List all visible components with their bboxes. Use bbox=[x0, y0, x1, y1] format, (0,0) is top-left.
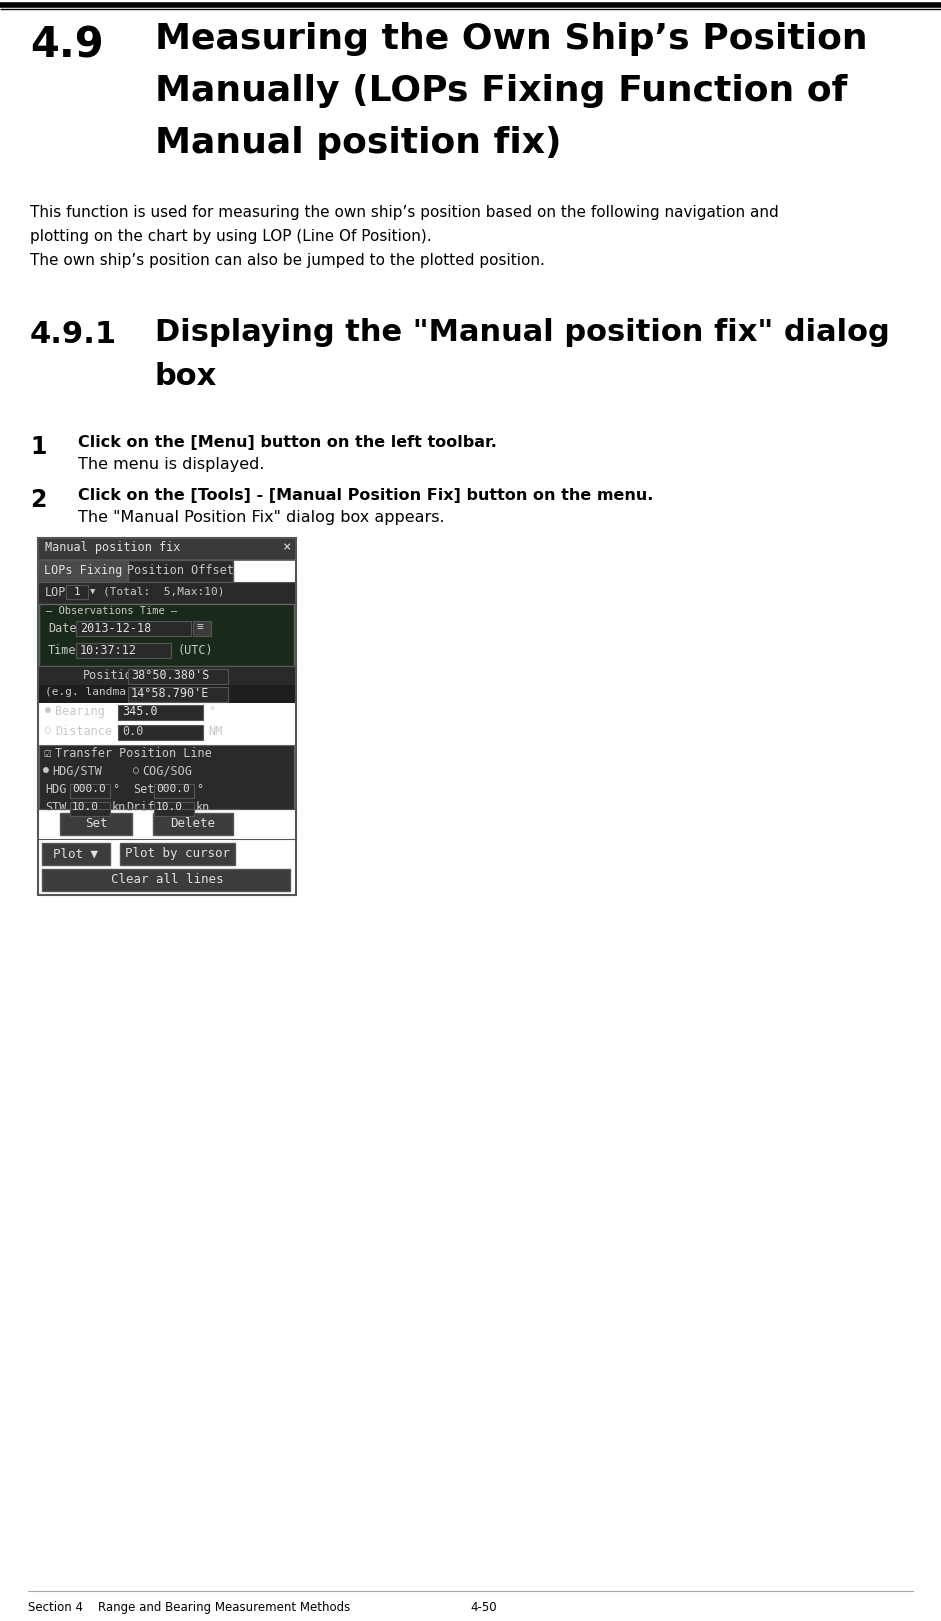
Text: STW: STW bbox=[45, 801, 67, 814]
Text: This function is used for measuring the own ship’s position based on the followi: This function is used for measuring the … bbox=[30, 204, 779, 220]
Text: The own ship’s position can also be jumped to the plotted position.: The own ship’s position can also be jump… bbox=[30, 253, 545, 267]
Text: 10.0: 10.0 bbox=[72, 802, 99, 812]
Bar bbox=[76, 644, 171, 658]
Bar bbox=[153, 814, 233, 835]
Text: (e.g. landmark): (e.g. landmark) bbox=[45, 687, 146, 697]
Text: The "Manual Position Fix" dialog box appears.: The "Manual Position Fix" dialog box app… bbox=[78, 511, 445, 525]
Text: plotting on the chart by using LOP (Line Of Position).: plotting on the chart by using LOP (Line… bbox=[30, 229, 432, 245]
Text: Distance: Distance bbox=[55, 725, 112, 738]
Text: — Observations Time —: — Observations Time — bbox=[46, 606, 177, 616]
Bar bbox=[38, 559, 128, 582]
Bar bbox=[70, 785, 110, 798]
Bar bbox=[193, 621, 211, 635]
Text: Set: Set bbox=[133, 783, 154, 796]
Text: Plot ▼: Plot ▼ bbox=[54, 848, 99, 861]
Text: Drift: Drift bbox=[126, 801, 162, 814]
Bar bbox=[38, 538, 296, 895]
Text: Click on the [Tools] - [Manual Position Fix] button on the menu.: Click on the [Tools] - [Manual Position … bbox=[78, 488, 653, 503]
Bar bbox=[120, 843, 235, 866]
Text: Manual position fix: Manual position fix bbox=[45, 541, 181, 554]
Text: Set: Set bbox=[85, 817, 107, 830]
Text: LOPs Fixing: LOPs Fixing bbox=[44, 564, 122, 577]
Text: 1: 1 bbox=[73, 587, 80, 597]
Bar bbox=[38, 538, 296, 559]
Text: ○: ○ bbox=[45, 725, 51, 734]
Text: Delete: Delete bbox=[170, 817, 215, 830]
Text: 4.9: 4.9 bbox=[30, 24, 104, 66]
Text: °: ° bbox=[208, 705, 215, 718]
Text: kn: kn bbox=[196, 801, 210, 814]
Text: ☑: ☑ bbox=[43, 747, 51, 760]
Text: 14°58.790'E: 14°58.790'E bbox=[131, 687, 210, 700]
Text: 1: 1 bbox=[30, 434, 46, 459]
Text: Transfer Position Line: Transfer Position Line bbox=[55, 747, 212, 760]
Text: 2013-12-18: 2013-12-18 bbox=[80, 622, 152, 635]
Bar bbox=[154, 785, 194, 798]
Text: 10:37:12: 10:37:12 bbox=[80, 644, 137, 657]
Bar bbox=[118, 705, 203, 720]
Text: Displaying the "Manual position fix" dialog: Displaying the "Manual position fix" dia… bbox=[155, 318, 890, 347]
Bar bbox=[128, 559, 233, 582]
Text: Bearing: Bearing bbox=[55, 705, 104, 718]
Bar bbox=[38, 686, 296, 704]
Bar bbox=[128, 687, 228, 702]
Bar bbox=[39, 605, 294, 666]
Text: 4.9.1: 4.9.1 bbox=[30, 319, 117, 349]
Bar bbox=[38, 666, 296, 686]
Text: Clear all lines: Clear all lines bbox=[111, 874, 223, 887]
Text: (UTC): (UTC) bbox=[178, 644, 214, 657]
Text: LOP: LOP bbox=[45, 587, 67, 600]
Bar bbox=[118, 725, 203, 741]
Text: Position: Position bbox=[83, 669, 140, 682]
Text: 000.0: 000.0 bbox=[156, 785, 190, 794]
Text: ×: × bbox=[283, 540, 292, 554]
Text: ●: ● bbox=[43, 765, 49, 775]
Text: Manual position fix): Manual position fix) bbox=[155, 126, 562, 160]
Text: °: ° bbox=[196, 783, 203, 796]
Text: Time: Time bbox=[48, 644, 76, 657]
Bar bbox=[66, 585, 88, 600]
Text: Section 4    Range and Bearing Measurement Methods: Section 4 Range and Bearing Measurement … bbox=[28, 1602, 350, 1615]
Text: 10.0: 10.0 bbox=[156, 802, 183, 812]
Text: Plot by cursor: Plot by cursor bbox=[125, 848, 231, 861]
Bar bbox=[76, 621, 191, 635]
Text: box: box bbox=[155, 361, 217, 391]
Bar bbox=[60, 814, 132, 835]
Text: (Total:  5,Max:10): (Total: 5,Max:10) bbox=[103, 587, 225, 597]
Bar bbox=[39, 746, 294, 809]
Text: 38°50.380'S: 38°50.380'S bbox=[131, 669, 210, 682]
Bar bbox=[42, 869, 290, 892]
Text: ○: ○ bbox=[133, 765, 139, 775]
Text: HDG: HDG bbox=[45, 783, 67, 796]
Text: 4-50: 4-50 bbox=[470, 1602, 497, 1615]
Text: ≡: ≡ bbox=[197, 622, 204, 632]
Text: 0.0: 0.0 bbox=[122, 725, 143, 738]
Text: Click on the [Menu] button on the left toolbar.: Click on the [Menu] button on the left t… bbox=[78, 434, 497, 451]
Text: Manually (LOPs Fixing Function of: Manually (LOPs Fixing Function of bbox=[155, 75, 848, 109]
Text: Date: Date bbox=[48, 622, 76, 635]
Text: ●: ● bbox=[45, 705, 51, 715]
Text: Measuring the Own Ship’s Position: Measuring the Own Ship’s Position bbox=[155, 23, 868, 57]
Text: kn: kn bbox=[112, 801, 126, 814]
Bar bbox=[154, 802, 194, 815]
Text: 000.0: 000.0 bbox=[72, 785, 105, 794]
Text: °: ° bbox=[112, 783, 120, 796]
Bar bbox=[128, 669, 228, 684]
Bar bbox=[38, 582, 296, 605]
Bar bbox=[42, 843, 110, 866]
Text: HDG/STW: HDG/STW bbox=[52, 765, 102, 778]
Text: Position Offset: Position Offset bbox=[127, 564, 234, 577]
Text: The menu is displayed.: The menu is displayed. bbox=[78, 457, 264, 472]
Text: COG/SOG: COG/SOG bbox=[142, 765, 192, 778]
Text: 345.0: 345.0 bbox=[122, 705, 158, 718]
Text: ▼: ▼ bbox=[90, 587, 95, 597]
Bar bbox=[70, 802, 110, 815]
Text: 2: 2 bbox=[30, 488, 46, 512]
Text: NM: NM bbox=[208, 725, 222, 738]
